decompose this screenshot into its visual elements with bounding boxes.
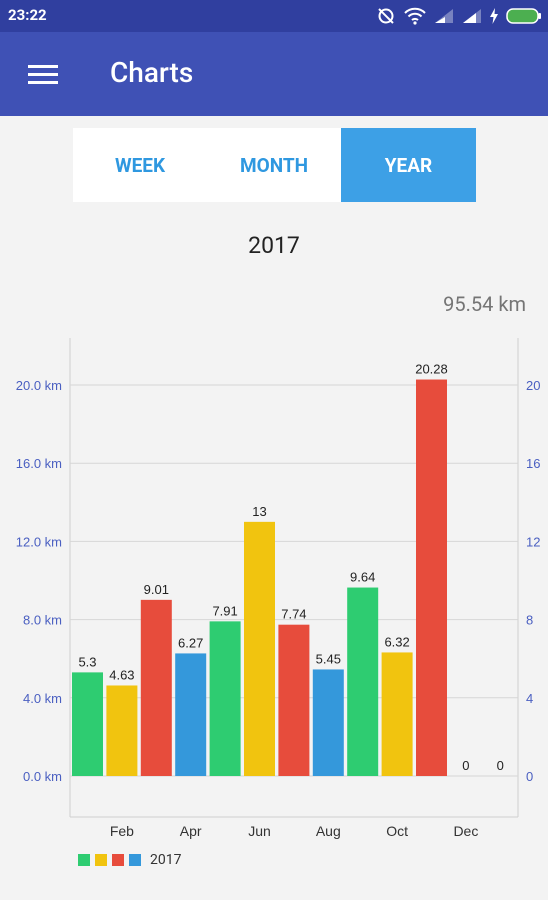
bar [416,379,447,776]
bar [347,587,379,776]
wifi-icon [404,7,426,25]
bar [209,621,241,776]
period-selector: WEEK MONTH YEAR [73,128,476,202]
tab-month[interactable]: MONTH [239,153,309,177]
tab-year[interactable]: YEAR [341,128,476,202]
y-tick-label-left: 0.0 km [23,769,62,784]
bar [175,653,207,776]
bar-value-label: 4.63 [109,667,134,682]
y-tick-label-left: 16.0 km [16,456,62,471]
x-tick-label: Apr [180,823,202,839]
bar-chart: 0.0 km 0 4.0 km 4 8.0 km 8 12.0 km 12 16.0 km 16 2… [16,338,540,839]
x-tick-label: Jun [248,823,271,839]
y-tick-label-right: 16 [526,456,540,471]
x-tick-label: Feb [110,823,134,839]
battery-icon [506,8,541,24]
bar-value-label: 6.32 [384,634,409,649]
legend-swatch-yellow [95,854,107,866]
status-time: 23:22 [8,6,47,24]
bar-value-label: 9.64 [350,570,375,585]
chart-year-title: 2017 [248,232,300,259]
bar [106,685,138,776]
charging-icon [490,8,498,24]
legend-label: 2017 [150,852,182,868]
bar [278,624,310,776]
menu-icon [28,65,58,68]
bar-value-label: 13 [252,504,266,519]
y-tick-label-right: 0 [526,769,533,784]
page-title: Charts [110,56,194,89]
legend-swatch-green [78,854,90,866]
bar-value-label: 6.27 [178,635,203,650]
y-tick-label-right: 4 [526,691,533,706]
bar-value-label: 0 [497,758,504,773]
y-tick-label-left: 20.0 km [16,378,62,393]
y-tick-label-left: 4.0 km [23,691,62,706]
bar-value-label: 7.74 [281,607,306,622]
bar-value-label: 7.91 [212,603,237,618]
sync-off-icon [378,8,394,24]
bar-value-label: 5.45 [316,651,341,666]
total-distance: 95.54 km [443,292,526,316]
y-tick-label-right: 12 [526,534,540,549]
signal-icon-2 [463,9,481,23]
bar [244,521,275,776]
status-icons [376,5,542,27]
status-bar: 23:22 [0,0,548,32]
y-tick-label-left: 8.0 km [23,613,62,628]
menu-icon-line [28,81,58,84]
legend-swatch-red [112,854,124,866]
bar-value-label: 20.28 [415,362,448,377]
x-tick-label: Aug [316,823,341,839]
app-bar: Charts [0,32,548,116]
bar-value-label: 5.3 [78,654,96,669]
x-tick-label: Oct [386,823,408,839]
bar [381,652,413,776]
chart-legend: 2017 [78,852,181,868]
y-tick-label-left: 12.0 km [16,534,62,549]
bar-value-label: 9.01 [144,582,169,597]
x-tick-label: Dec [453,823,478,839]
bar-value-label: 0 [462,758,469,773]
tab-week[interactable]: WEEK [114,153,166,177]
legend-swatch-blue [129,854,141,866]
bar [72,672,103,776]
bar [312,669,344,776]
menu-icon-line [28,73,58,76]
y-tick-label-right: 20 [526,378,540,393]
bar [140,599,172,776]
signal-icon [435,9,453,23]
menu-button[interactable] [22,58,62,90]
y-tick-label-right: 8 [526,613,533,628]
